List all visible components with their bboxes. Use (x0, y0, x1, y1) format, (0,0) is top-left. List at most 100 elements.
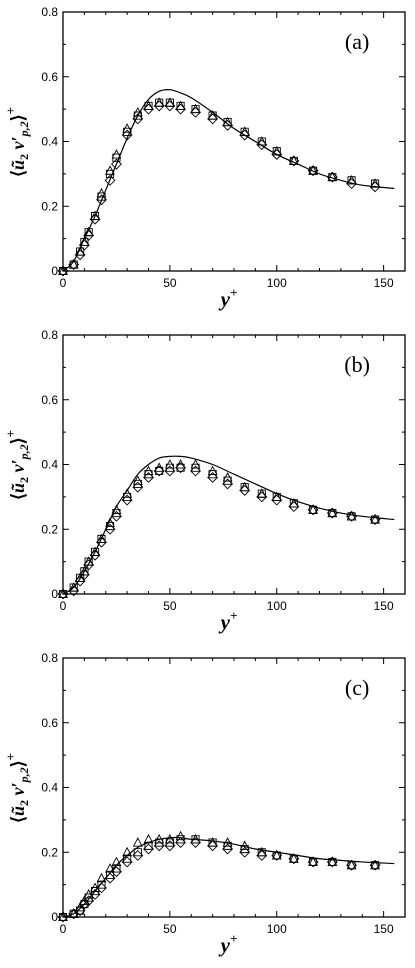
square-marker (97, 192, 106, 201)
triangle-marker (207, 837, 218, 847)
triangle-marker (122, 123, 133, 133)
diamond-marker (222, 119, 234, 131)
x-axis-label: y+ (218, 931, 238, 957)
y-tick-label: 0.8 (41, 328, 58, 342)
diamond-marker (164, 465, 176, 477)
diamond-marker (164, 100, 176, 112)
diamond-marker (83, 229, 95, 241)
square-marker (208, 470, 217, 479)
triangle-marker (327, 171, 338, 182)
triangle-marker (75, 246, 86, 256)
y-tick-label: 0.6 (41, 393, 58, 407)
y-tick-label: 0.4 (41, 135, 58, 149)
diamond-marker (78, 569, 90, 581)
triangle-marker (96, 533, 107, 544)
square-marker (223, 841, 232, 850)
diamond-marker (307, 856, 319, 868)
diamond-marker (326, 856, 338, 868)
diamond-marker (271, 149, 283, 160)
square-marker (123, 854, 132, 863)
diamond-marker (222, 478, 234, 490)
diamond-marker (68, 259, 80, 270)
triangle-marker (370, 514, 381, 524)
diamond-marker (111, 866, 122, 878)
triangle-marker (239, 840, 250, 850)
triangle-marker (327, 856, 338, 867)
diamond-marker (104, 523, 116, 535)
panel-label: (a) (345, 29, 369, 54)
triangle-marker (111, 149, 122, 159)
square-marker (123, 127, 132, 136)
diamond-marker (57, 911, 69, 923)
triangle-marker (143, 465, 154, 476)
y-tick-label: 0.6 (41, 716, 58, 730)
diamond-marker (190, 465, 201, 477)
diamond-marker (207, 113, 219, 125)
triangle-marker (105, 517, 115, 527)
diamond-marker (239, 846, 251, 858)
y-tick-label: 0.4 (41, 781, 58, 795)
diamond-marker (307, 504, 319, 516)
diamond-marker (111, 510, 122, 522)
x-tick-label: 50 (163, 922, 177, 936)
diamond-marker (132, 850, 144, 861)
y-tick-label: 0.6 (41, 70, 58, 84)
triangle-marker (164, 459, 175, 469)
diamond-marker (326, 507, 338, 519)
triangle-marker (256, 136, 267, 146)
x-tick-label: 0 (60, 599, 67, 613)
diamond-marker (190, 837, 201, 848)
diamond-marker (78, 898, 90, 910)
diamond-marker (369, 514, 381, 525)
diamond-marker (74, 249, 86, 261)
diamond-marker (68, 585, 80, 597)
triangle-marker (58, 911, 68, 922)
diamond-marker (369, 181, 381, 193)
diamond-marker (175, 837, 186, 848)
diamond-marker (239, 484, 251, 496)
x-tick-label: 150 (374, 922, 394, 936)
x-tick-label: 150 (374, 276, 394, 290)
diamond-marker (57, 265, 69, 277)
triangle-marker (164, 97, 175, 107)
triangle-marker (288, 497, 299, 508)
square-marker (105, 870, 115, 879)
diamond-marker (153, 100, 165, 112)
y-tick-label: 0 (51, 910, 58, 924)
y-axis-label: ⟨ũ2 v′p,2⟩+ (3, 430, 31, 500)
triangle-marker (154, 833, 165, 844)
diamond-marker (207, 472, 219, 483)
triangle-marker (58, 588, 68, 599)
diamond-marker (143, 472, 154, 483)
series-line (62, 455, 395, 595)
triangle-marker (222, 837, 233, 847)
triangle-marker (111, 856, 122, 867)
diamond-marker (96, 536, 107, 548)
diamond-marker (175, 103, 186, 115)
diamond-marker (222, 843, 234, 855)
y-tick-label: 0.2 (41, 199, 58, 213)
triangle-marker (96, 872, 107, 883)
y-axis-label: ⟨ũ2 v′p,2⟩+ (3, 753, 31, 823)
x-tick-label: 50 (163, 276, 177, 290)
triangle-marker (271, 145, 282, 156)
y-tick-label: 0.8 (41, 5, 58, 19)
diamond-marker (307, 165, 319, 177)
triangle-marker (68, 908, 79, 918)
diamond-marker (111, 158, 122, 170)
panel-label: (b) (344, 352, 370, 377)
diamond-marker (256, 139, 268, 151)
diamond-marker (271, 494, 283, 506)
diamond-marker (369, 859, 381, 871)
x-axis-label: y+ (218, 608, 238, 634)
diamond-marker (288, 155, 300, 167)
triangle-marker (58, 265, 68, 276)
square-marker (97, 880, 106, 889)
x-tick-label: 0 (60, 276, 67, 290)
triangle-marker (346, 510, 357, 521)
triangle-marker (370, 178, 381, 188)
diamond-marker (74, 575, 86, 587)
diamond-marker (74, 905, 86, 916)
x-tick-label: 100 (267, 599, 287, 613)
diamond-marker (143, 843, 154, 855)
